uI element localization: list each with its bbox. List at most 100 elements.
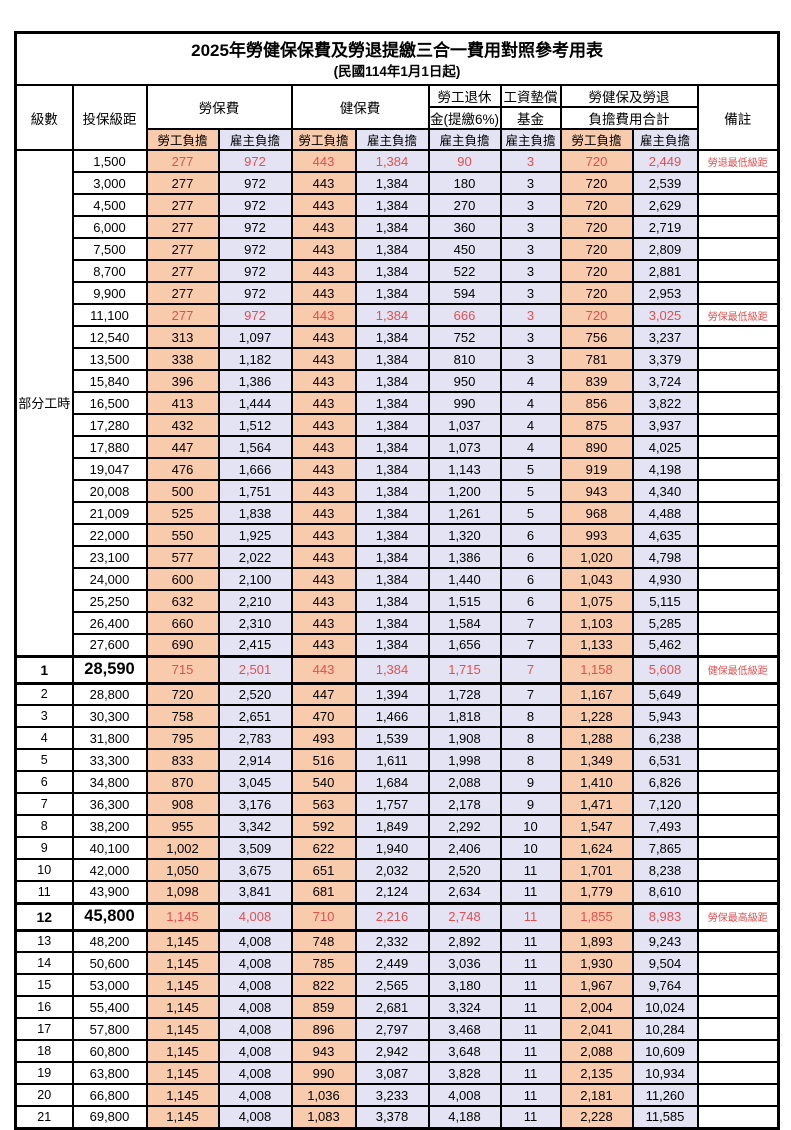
cell-health-employee: 447	[290, 682, 357, 706]
cell-health-employee: 443	[290, 215, 357, 239]
cell-bracket: 69,800	[71, 1105, 148, 1129]
cell-total-employee: 1,103	[559, 611, 634, 635]
cell-pension-employer: 180	[427, 171, 502, 195]
page-subtitle: (民國114年1月1日起)	[333, 63, 461, 79]
table-row: 9 40,100 1,002 3,509 622 1,940 2,406 10 1,624 7,8…	[14, 836, 780, 860]
cell-total-employee: 720	[559, 303, 634, 327]
cell-wagefund-employer: 11	[499, 1039, 562, 1063]
cell-pension-employer: 1,440	[427, 567, 502, 591]
header-bracket: 投保級距	[71, 84, 148, 151]
cell-total-employee: 856	[559, 391, 634, 415]
cell-remark	[696, 545, 780, 569]
cell-health-employer: 1,539	[354, 726, 430, 750]
header-fund-line1: 工資墊償	[499, 84, 562, 108]
cell-labor-employer: 4,008	[217, 1017, 293, 1041]
cell-pension-employer: 1,261	[427, 501, 502, 525]
cell-labor-employer: 4,008	[217, 929, 293, 953]
cell-total-employer: 10,609	[631, 1039, 699, 1063]
page-title: 2025年勞健保保費及勞退提繳三合一費用對照參考用表	[191, 41, 603, 61]
cell-labor-employee: 1,145	[145, 973, 220, 997]
table-row: 14 50,600 1,145 4,008 785 2,449 3,036 11 1,930 9,…	[14, 951, 780, 975]
cell-health-employer: 2,449	[354, 951, 430, 975]
header-fund-employer: 雇主負擔	[499, 128, 562, 151]
cell-labor-employer: 2,415	[217, 633, 293, 657]
header-labor-employee: 勞工負擔	[145, 128, 220, 151]
cell-remark	[696, 281, 780, 305]
table-row: 部分工時 1,500 277 972 443 1,384 90 3 720 2,449 勞退最低級距	[14, 149, 780, 657]
cell-wagefund-employer: 11	[499, 1061, 562, 1085]
cell-wagefund-employer: 3	[499, 347, 562, 371]
table-row: 3 30,300 758 2,651 470 1,466 1,818 8 1,228 5,943	[14, 704, 780, 728]
cell-health-employee: 651	[290, 858, 357, 882]
cell-total-employer: 5,608	[631, 654, 699, 685]
cell-health-employee: 540	[290, 770, 357, 794]
cell-level: 15	[14, 973, 74, 997]
cell-bracket: 20,008	[71, 479, 148, 503]
cell-labor-employee: 1,002	[145, 836, 220, 860]
cell-total-employer: 2,539	[631, 171, 699, 195]
cell-labor-employee: 277	[145, 303, 220, 327]
cell-health-employee: 592	[290, 814, 357, 838]
cell-labor-employee: 795	[145, 726, 220, 750]
cell-labor-employer: 1,182	[217, 347, 293, 371]
cell-total-employee: 1,967	[559, 973, 634, 997]
cell-health-employee: 443	[290, 611, 357, 635]
cell-bracket: 4,500	[71, 193, 148, 217]
cell-total-employee: 720	[559, 193, 634, 217]
cell-labor-employer: 1,666	[217, 457, 293, 481]
cell-total-employee: 1,779	[559, 880, 634, 904]
cell-total-employee: 1,075	[559, 589, 634, 613]
cell-pension-employer: 3,180	[427, 973, 502, 997]
cell-bracket: 63,800	[71, 1061, 148, 1085]
cell-remark	[696, 858, 780, 882]
cell-bracket: 15,840	[71, 369, 148, 393]
header-total-line2: 負擔費用合計	[559, 106, 699, 130]
cell-total-employer: 3,237	[631, 325, 699, 349]
cell-pension-employer: 1,037	[427, 413, 502, 437]
cell-labor-employee: 476	[145, 457, 220, 481]
cell-wagefund-employer: 8	[499, 704, 562, 728]
cell-labor-employer: 2,022	[217, 545, 293, 569]
cell-remark	[696, 501, 780, 525]
table-row: 19 63,800 1,145 4,008 990 3,087 3,828 11 2,135 10…	[14, 1061, 780, 1085]
table-row: 5 33,300 833 2,914 516 1,611 1,998 8 1,349 6,531	[14, 748, 780, 772]
cell-remark	[696, 479, 780, 503]
cell-health-employer: 2,797	[354, 1017, 430, 1041]
cell-total-employee: 1,855	[559, 901, 634, 932]
cell-wagefund-employer: 11	[499, 1105, 562, 1129]
cell-total-employee: 1,349	[559, 748, 634, 772]
cell-wagefund-employer: 10	[499, 836, 562, 860]
cell-health-employee: 859	[290, 995, 357, 1019]
cell-labor-employee: 1,145	[145, 995, 220, 1019]
cell-total-employee: 993	[559, 523, 634, 547]
cell-labor-employer: 1,838	[217, 501, 293, 525]
cell-remark	[696, 929, 780, 953]
cell-level: 9	[14, 836, 74, 860]
cell-wagefund-employer: 11	[499, 1083, 562, 1107]
cell-total-employer: 2,809	[631, 237, 699, 261]
cell-remark	[696, 1061, 780, 1085]
cell-wagefund-employer: 3	[499, 281, 562, 305]
cell-health-employer: 1,384	[354, 501, 430, 525]
cell-pension-employer: 1,515	[427, 589, 502, 613]
cell-bracket: 60,800	[71, 1039, 148, 1063]
cell-labor-employer: 972	[217, 215, 293, 239]
cell-wagefund-employer: 3	[499, 303, 562, 327]
cell-bracket: 7,500	[71, 237, 148, 261]
cell-labor-employee: 1,050	[145, 858, 220, 882]
cell-health-employer: 1,940	[354, 836, 430, 860]
cell-level: 14	[14, 951, 74, 975]
cell-health-employee: 470	[290, 704, 357, 728]
header-pension-line1: 勞工退休	[427, 84, 502, 108]
cell-wagefund-employer: 3	[499, 149, 562, 173]
cell-remark: 勞保最高級距	[696, 901, 780, 932]
cell-wagefund-employer: 3	[499, 215, 562, 239]
cell-level: 12	[14, 901, 74, 932]
cell-labor-employer: 1,751	[217, 479, 293, 503]
cell-pension-employer: 1,818	[427, 704, 502, 728]
cell-total-employer: 2,881	[631, 259, 699, 283]
cell-labor-employer: 1,444	[217, 391, 293, 415]
cell-health-employee: 443	[290, 545, 357, 569]
cell-health-employee: 943	[290, 1039, 357, 1063]
cell-pension-employer: 1,728	[427, 682, 502, 706]
